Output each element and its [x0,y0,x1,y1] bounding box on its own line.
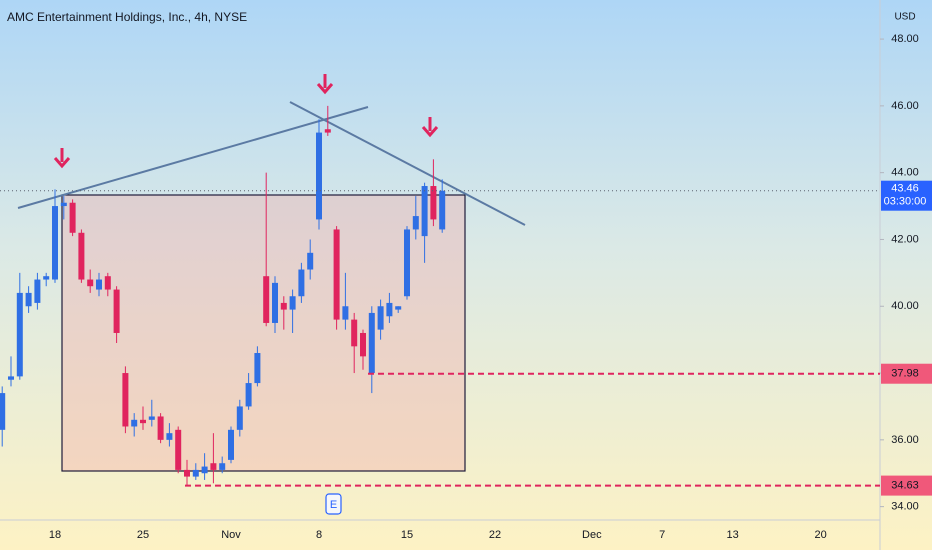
candle-body [395,306,402,310]
countdown-label: 03:30:00 [884,196,927,208]
candle-body [439,190,446,230]
candle-body [140,419,146,424]
candle-body [289,296,296,310]
candle-body [245,383,252,407]
price-label-box [881,475,932,496]
candle-body [166,433,173,440]
price-label: 34.63 [891,480,919,492]
candle-body [404,229,410,297]
candle-body [351,319,358,347]
candle-body [157,416,164,440]
trend-line [289,101,526,226]
y-tick-label: 44.00 [891,167,919,179]
price-label: 37.98 [891,368,919,380]
candle-body [8,376,14,380]
y-tick-label: 46.00 [891,100,919,112]
x-tick-label: 13 [726,529,738,541]
last-price-box [881,180,932,211]
y-tick-label: 34.00 [891,501,919,513]
x-tick-label: 8 [316,529,322,541]
candle-body [0,393,6,430]
candle-body [104,276,111,290]
candle-body [333,229,340,320]
candle-body [368,312,375,374]
x-tick-label: 25 [137,529,149,541]
x-tick-label: 18 [49,529,61,541]
x-tick-label: 15 [401,529,413,541]
candle-body [16,292,23,377]
candle-body [386,302,393,317]
candle-body [122,373,129,427]
candle-body [34,279,41,303]
candle-body [69,202,76,233]
range-rectangle [61,194,466,472]
x-tick-label: 22 [489,529,501,541]
earnings-marker-box[interactable] [325,493,342,515]
candle-body [298,269,305,297]
price-label-box [881,363,932,384]
candle-body [78,232,85,280]
candle-body [316,132,322,220]
candle-body [87,279,94,287]
candle-body [131,419,138,427]
candle-body [236,406,243,430]
y-tick-label: 40.00 [891,300,919,312]
candle-body [43,276,50,280]
x-tick-label: 7 [659,529,665,541]
currency-label: USD [894,12,915,23]
candle-body [25,292,32,307]
x-tick-label: Nov [221,529,241,541]
candle-body [148,416,155,420]
candle-body [60,202,67,207]
candle-body [280,302,287,310]
candle-body [263,276,270,323]
candle-body [192,469,199,477]
candle-body [377,306,384,330]
candle-body [360,332,366,357]
candle-body [219,463,226,470]
candle-body [113,289,120,333]
candle-body [175,429,182,470]
candle-body [307,252,314,270]
chart-title: AMC Entertainment Holdings, Inc., 4h, NY… [7,10,247,24]
y-tick-label: 42.00 [891,233,919,245]
earnings-marker[interactable]: E [330,499,337,511]
candle-body [228,429,234,460]
candle-body [324,129,331,133]
x-tick-label: Dec [582,529,602,541]
candle-body [342,306,349,320]
candle-body [210,463,217,470]
candle-body [254,353,261,384]
last-price-label: 43.46 [891,183,919,195]
candle-body [272,282,278,323]
candle-body [201,466,208,474]
candle-body [184,469,190,477]
candle-body [412,216,419,230]
candle-body [52,206,58,280]
candle-body [421,186,428,237]
arrow-markers [53,74,439,169]
x-tick-label: 20 [814,529,826,541]
y-tick-label: 48.00 [891,33,919,45]
candle-body [430,186,437,220]
y-tick-label: 36.00 [891,434,919,446]
candle-body [96,279,102,290]
